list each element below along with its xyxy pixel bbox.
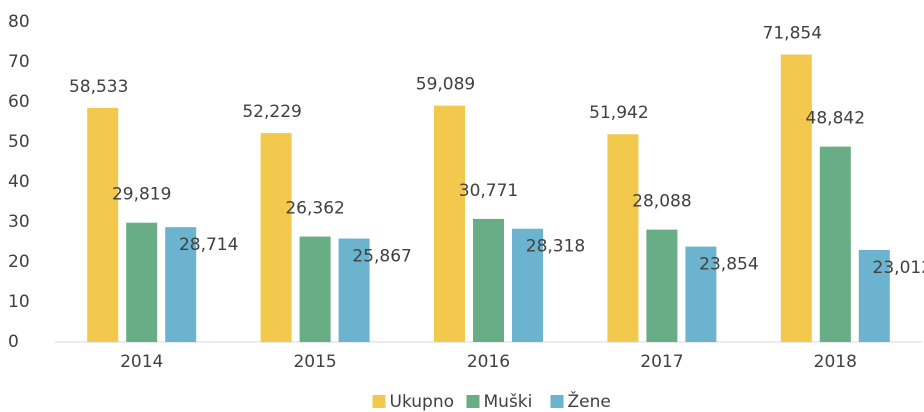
x-tick-label: 2016 <box>467 352 510 372</box>
data-label: 52,229 <box>242 102 301 122</box>
y-tick-label: 60 <box>8 92 30 112</box>
bar <box>126 222 158 342</box>
y-tick-label: 80 <box>8 12 30 32</box>
bar <box>260 133 292 342</box>
data-label: 30,771 <box>459 181 518 201</box>
data-label: 23,854 <box>699 255 758 275</box>
bar <box>473 218 504 342</box>
legend-label: Muški <box>484 392 533 412</box>
y-tick-label: 50 <box>8 132 30 152</box>
x-tick-label: 2015 <box>293 352 336 372</box>
bar <box>87 107 119 342</box>
legend-label: Ukupno <box>390 392 455 412</box>
data-label: 48,842 <box>806 109 865 129</box>
data-label: 26,362 <box>285 199 344 219</box>
data-label: 25,867 <box>352 247 411 267</box>
data-label: 71,854 <box>763 24 822 44</box>
bar <box>858 249 890 342</box>
data-label: 23,012 <box>873 258 924 278</box>
x-tick-label: 2014 <box>120 352 163 372</box>
data-label: 28,088 <box>632 192 691 212</box>
bar <box>338 238 370 342</box>
y-tick-label: 30 <box>8 212 30 232</box>
y-tick-label: 70 <box>8 52 30 72</box>
bar <box>299 236 331 342</box>
bar <box>780 54 812 343</box>
bar <box>819 146 851 342</box>
bar <box>685 246 717 342</box>
bar <box>165 227 197 342</box>
data-label: 29,819 <box>112 185 171 205</box>
bar <box>434 105 465 342</box>
data-label: 28,318 <box>526 237 585 257</box>
legend-swatch <box>372 395 386 408</box>
bar <box>607 134 639 342</box>
legend-swatch <box>466 395 480 408</box>
y-tick-label: 10 <box>8 292 30 312</box>
legend-label: Žene <box>568 390 611 412</box>
bar <box>512 228 543 342</box>
y-tick-label: 40 <box>8 172 30 192</box>
x-tick-label: 2017 <box>640 352 683 372</box>
data-label: 58,533 <box>69 77 128 97</box>
data-label: 59,089 <box>416 75 475 95</box>
y-tick-label: 0 <box>8 332 19 352</box>
x-tick-label: 2018 <box>814 352 857 372</box>
bar <box>646 229 678 342</box>
legend-swatch <box>550 395 564 408</box>
data-label: 51,942 <box>589 103 648 123</box>
y-tick-label: 20 <box>8 252 30 272</box>
data-label: 28,714 <box>179 235 238 255</box>
